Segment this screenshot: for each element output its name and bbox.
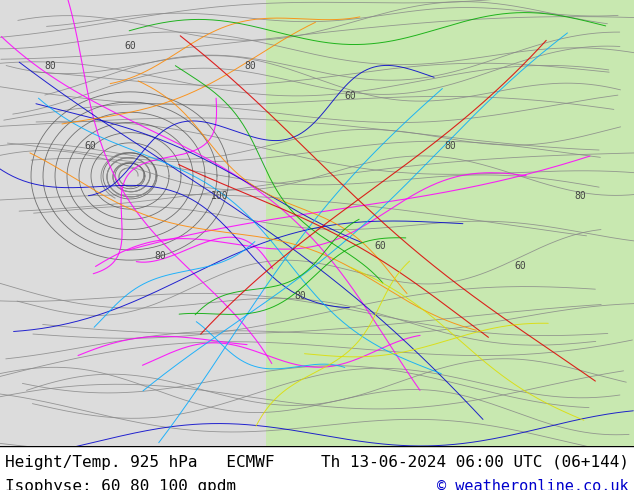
Text: 100: 100	[211, 191, 229, 201]
Bar	[0, 0, 266, 446]
Text: Th 13-06-2024 06:00 UTC (06+144): Th 13-06-2024 06:00 UTC (06+144)	[321, 455, 629, 470]
Text: © weatheronline.co.uk: © weatheronline.co.uk	[437, 479, 629, 490]
Text: Isophyse: 60 80 100 gpdm: Isophyse: 60 80 100 gpdm	[5, 479, 236, 490]
Text: 80: 80	[574, 191, 586, 201]
Text: 80: 80	[44, 61, 56, 71]
Text: 80: 80	[244, 61, 256, 71]
Text: 60: 60	[84, 141, 96, 151]
Text: 80: 80	[444, 141, 456, 151]
Text: Height/Temp. 925 hPa   ECMWF: Height/Temp. 925 hPa ECMWF	[5, 455, 275, 470]
Text: 60: 60	[124, 41, 136, 51]
Bar	[266, 0, 634, 446]
Text: 80: 80	[154, 251, 166, 261]
Text: 60: 60	[344, 91, 356, 101]
Text: 80: 80	[294, 291, 306, 301]
Text: 60: 60	[514, 261, 526, 271]
Text: 60: 60	[374, 241, 386, 251]
